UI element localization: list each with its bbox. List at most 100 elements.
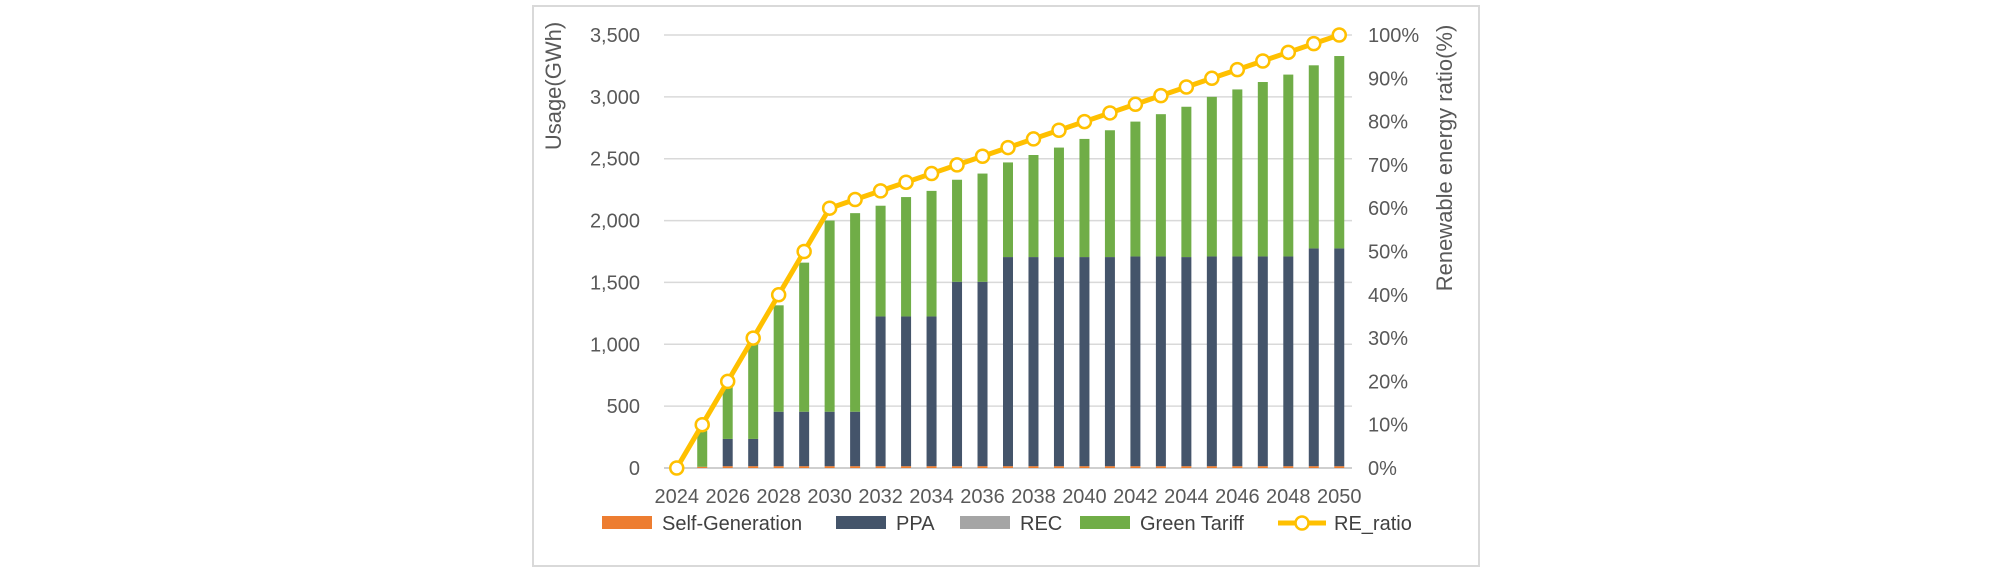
bar-green-tariff-2030 [824,220,835,412]
bar-self-generation-2041 [1104,466,1115,468]
bar-ppa-2029 [799,411,810,467]
y2-tick-label: 80% [1368,112,1408,134]
re-ratio-point-2030 [821,200,838,216]
y-tick-label: 500 [607,396,640,418]
re-ratio-point-2025 [694,416,710,433]
bar-self-generation-2034 [926,466,937,468]
bar-ppa-2041 [1104,257,1115,467]
x-tick-label: 2030 [807,486,852,508]
bar-green-tariff-2047 [1257,82,1268,257]
y-tick-label: 2,000 [590,211,640,233]
bar-ppa-2030 [824,411,835,467]
bar-self-generation-2036 [977,466,988,468]
bar-green-tariff-2040 [1079,138,1090,258]
x-tick-label: 2032 [858,486,903,508]
bar-ppa-2044 [1181,257,1192,467]
bar-self-generation-2027 [748,466,759,468]
re-ratio-point-2024 [668,460,685,476]
bar-ppa-2033 [901,316,912,467]
x-tick-label: 2042 [1113,486,1158,508]
x-tick-label: 2044 [1164,486,1209,508]
re-ratio-point-2046 [1229,61,1246,78]
bar-self-generation-2038 [1028,466,1039,468]
bar-self-generation-2026 [722,466,733,468]
bar-self-generation-2047 [1257,466,1268,468]
y2-tick-label: 30% [1368,328,1408,350]
bar-ppa-2043 [1155,256,1166,467]
re-ratio-point-2035 [949,157,965,173]
y-axis-left: 0 500 1,000 1,500 2,000 2,500 3,000 3,500 [590,25,640,480]
x-tick-label: 2040 [1062,486,1107,508]
y-tick-label: 1,500 [590,272,640,294]
legend-swatch-ppa [836,516,886,529]
bar-self-generation-2031 [850,466,861,468]
x-tick-label: 2034 [909,486,954,508]
y-axis-title: Usage(GWh) [541,22,566,150]
legend-marker-re-ratio [1294,515,1310,531]
bar-green-tariff-2037 [1003,162,1013,258]
re-ratio-point-2028 [770,287,787,303]
bar-self-generation-2043 [1155,466,1166,468]
y2-tick-label: 0% [1368,458,1397,480]
y2-tick-label: 100% [1368,25,1419,47]
bar-green-tariff-2028 [773,305,784,412]
x-axis: 2024 2026 2028 2030 2032 2034 2036 2038 2040 2042… [654,486,1361,508]
bar-green-tariff-2032 [875,205,886,317]
bar-green-tariff-2035 [952,179,963,282]
y-tick-label: 2,500 [590,149,640,171]
bar-ppa-2034 [926,316,937,467]
y2-tick-label: 40% [1368,285,1408,307]
bar-self-generation-2032 [875,466,886,468]
re-ratio-point-2049 [1306,35,1322,52]
bar-green-tariff-2049 [1308,65,1319,249]
y2-tick-label: 90% [1368,68,1408,90]
legend-label-green-tariff: Green Tariff [1140,513,1244,535]
bar-green-tariff-2027 [748,344,759,439]
re-ratio-point-2031 [847,191,863,208]
bar-ppa-2049 [1308,248,1319,467]
bar-self-generation-2029 [799,466,810,468]
bar-green-tariff-2036 [977,173,988,282]
x-tick-label: 2028 [756,486,801,508]
bar-ppa-2040 [1079,257,1090,467]
re-ratio-series [668,27,1348,476]
bar-self-generation-2044 [1181,466,1192,468]
bar-green-tariff-2025 [697,430,708,467]
re-ratio-point-2026 [719,373,736,390]
bar-self-generation-2045 [1206,466,1217,468]
y-axis-right: 0% 10% 20% 30% 40% 50% 60% 70% 80% 90% 100% [1368,25,1419,480]
re-ratio-point-2039 [1051,122,1067,139]
bar-green-tariff-2039 [1053,147,1064,258]
legend-label-ppa: PPA [896,513,935,535]
bar-ppa-2045 [1206,256,1217,467]
re-ratio-point-2047 [1255,53,1271,69]
bar-ppa-2039 [1053,257,1064,467]
bar-ppa-2046 [1232,256,1243,467]
re-ratio-point-2032 [872,183,889,199]
bar-green-tariff-2043 [1155,114,1166,257]
bar-ppa-2037 [1003,257,1013,467]
bar-self-generation-2048 [1283,466,1294,468]
re-ratio-point-2048 [1280,44,1297,61]
bar-self-generation-2040 [1079,466,1090,468]
x-tick-label: 2024 [654,486,699,508]
bar-ppa-2042 [1130,256,1141,467]
x-tick-label: 2038 [1011,486,1056,508]
bar-ppa-2028 [773,411,784,467]
x-tick-label: 2036 [960,486,1005,508]
y2-tick-label: 50% [1368,242,1408,264]
re-ratio-point-2036 [974,148,991,164]
bar-ppa-2036 [977,281,988,467]
bar-green-tariff-2038 [1028,155,1039,258]
bar-green-tariff-2042 [1130,121,1141,257]
x-tick-label: 2046 [1215,486,1260,508]
legend: Self-Generation PPA REC Green Tariff RE_rati… [602,513,1412,535]
bar-ppa-2047 [1257,256,1268,467]
re-ratio-point-2042 [1127,96,1144,113]
y2-axis-title: Renewable energy ratio(%) [1432,25,1457,292]
bar-green-tariff-2033 [901,197,912,317]
bar-ppa-2038 [1028,257,1039,467]
bar-self-generation-2042 [1130,466,1141,468]
y-tick-label: 0 [629,458,640,480]
